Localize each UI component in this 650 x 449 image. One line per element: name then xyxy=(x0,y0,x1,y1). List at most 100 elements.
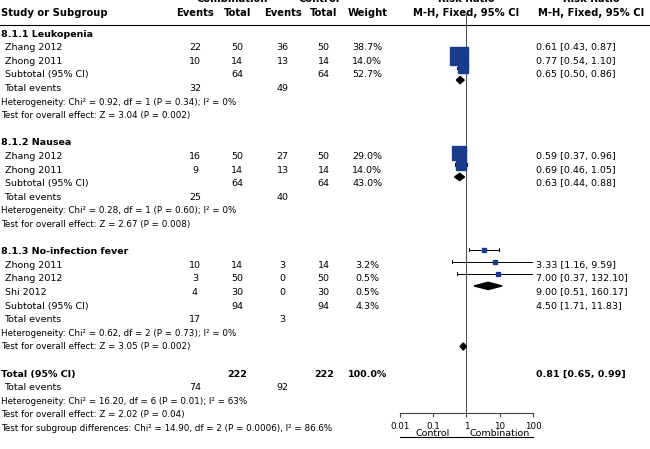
Text: Total: Total xyxy=(310,8,337,18)
Text: 74: 74 xyxy=(189,383,201,392)
Text: 3: 3 xyxy=(280,261,286,270)
Text: 14.0%: 14.0% xyxy=(352,57,382,66)
Text: 13: 13 xyxy=(277,166,289,175)
Text: 0.5%: 0.5% xyxy=(356,288,379,297)
Text: 9.00 [0.51, 160.17]: 9.00 [0.51, 160.17] xyxy=(536,288,628,297)
Text: 27: 27 xyxy=(277,152,289,161)
Text: 64: 64 xyxy=(231,70,243,79)
Text: 222: 222 xyxy=(227,370,247,379)
Text: 8.1.3 No-infection fever: 8.1.3 No-infection fever xyxy=(1,247,129,256)
Text: 30: 30 xyxy=(318,288,330,297)
Text: Heterogeneity: Chi² = 0.28, df = 1 (P = 0.60); I² = 0%: Heterogeneity: Chi² = 0.28, df = 1 (P = … xyxy=(1,207,237,216)
Text: 0.69 [0.46, 1.05]: 0.69 [0.46, 1.05] xyxy=(536,166,616,175)
Text: 0.65 [0.50, 0.86]: 0.65 [0.50, 0.86] xyxy=(536,70,616,79)
Text: Test for overall effect: Z = 3.05 (P = 0.002): Test for overall effect: Z = 3.05 (P = 0… xyxy=(1,343,191,352)
Text: M-H, Fixed, 95% CI: M-H, Fixed, 95% CI xyxy=(413,8,519,18)
Text: Test for subgroup differences: Chi² = 14.90, df = 2 (P = 0.0006), I² = 86.6%: Test for subgroup differences: Chi² = 14… xyxy=(1,424,332,433)
Text: Risk Ratio: Risk Ratio xyxy=(563,0,620,4)
Text: Test for overall effect: Z = 2.67 (P = 0.008): Test for overall effect: Z = 2.67 (P = 0… xyxy=(1,220,190,229)
Text: 100.0%: 100.0% xyxy=(348,370,387,379)
Text: 64: 64 xyxy=(318,179,330,188)
Text: Test for overall effect: Z = 2.02 (P = 0.04): Test for overall effect: Z = 2.02 (P = 0… xyxy=(1,410,185,419)
Text: Heterogeneity: Chi² = 0.62, df = 2 (P = 0.73); I² = 0%: Heterogeneity: Chi² = 0.62, df = 2 (P = … xyxy=(1,329,237,338)
Text: Total: Total xyxy=(224,8,251,18)
Text: Zhang 2012: Zhang 2012 xyxy=(5,43,62,52)
Text: Subtotal (95% CI): Subtotal (95% CI) xyxy=(5,302,88,311)
Text: 50: 50 xyxy=(231,152,243,161)
Text: 40: 40 xyxy=(277,193,289,202)
Text: 36: 36 xyxy=(277,43,289,52)
Text: 0.5%: 0.5% xyxy=(356,274,379,283)
Text: Zhong 2011: Zhong 2011 xyxy=(5,57,62,66)
Text: Total (95% CI): Total (95% CI) xyxy=(1,370,76,379)
Text: 14: 14 xyxy=(231,166,243,175)
Text: 49: 49 xyxy=(277,84,289,93)
Text: 29.0%: 29.0% xyxy=(352,152,382,161)
Text: 3: 3 xyxy=(192,274,198,283)
Text: 14: 14 xyxy=(231,57,243,66)
Text: Combination: Combination xyxy=(197,0,268,4)
Text: 10: 10 xyxy=(189,57,201,66)
Text: 94: 94 xyxy=(231,302,243,311)
Text: Study or Subgroup: Study or Subgroup xyxy=(1,8,108,18)
Text: Zhang 2012: Zhang 2012 xyxy=(5,274,62,283)
Text: 64: 64 xyxy=(231,179,243,188)
Text: 50: 50 xyxy=(231,43,243,52)
Text: 9: 9 xyxy=(192,166,198,175)
Text: 94: 94 xyxy=(318,302,330,311)
Text: 0.81 [0.65, 0.99]: 0.81 [0.65, 0.99] xyxy=(536,370,626,379)
Text: 64: 64 xyxy=(318,70,330,79)
Text: 0: 0 xyxy=(280,274,286,283)
Text: 14: 14 xyxy=(318,261,330,270)
Text: 14: 14 xyxy=(318,166,330,175)
Text: 4: 4 xyxy=(192,288,198,297)
Text: Risk Ratio: Risk Ratio xyxy=(438,0,495,4)
Text: 4.3%: 4.3% xyxy=(355,302,380,311)
Text: 10: 10 xyxy=(189,261,201,270)
Text: 222: 222 xyxy=(314,370,333,379)
Text: 32: 32 xyxy=(189,84,201,93)
Text: Subtotal (95% CI): Subtotal (95% CI) xyxy=(5,179,88,188)
Text: 0.63 [0.44, 0.88]: 0.63 [0.44, 0.88] xyxy=(536,179,616,188)
Text: Events: Events xyxy=(176,8,214,18)
Text: Combination: Combination xyxy=(469,429,530,438)
Text: Weight: Weight xyxy=(347,8,387,18)
Text: 16: 16 xyxy=(189,152,201,161)
Text: 0.77 [0.54, 1.10]: 0.77 [0.54, 1.10] xyxy=(536,57,616,66)
Polygon shape xyxy=(474,282,502,290)
Text: 92: 92 xyxy=(277,383,289,392)
Text: 50: 50 xyxy=(318,274,330,283)
Text: 52.7%: 52.7% xyxy=(352,70,382,79)
Text: Zhong 2011: Zhong 2011 xyxy=(5,261,62,270)
Text: 50: 50 xyxy=(231,274,243,283)
Polygon shape xyxy=(456,76,464,84)
Text: 14: 14 xyxy=(231,261,243,270)
Text: 38.7%: 38.7% xyxy=(352,43,382,52)
Text: 3.2%: 3.2% xyxy=(355,261,380,270)
Text: 43.0%: 43.0% xyxy=(352,179,382,188)
Text: 0: 0 xyxy=(280,288,286,297)
Text: 50: 50 xyxy=(318,152,330,161)
Text: 14.0%: 14.0% xyxy=(352,166,382,175)
Text: 25: 25 xyxy=(189,193,201,202)
Text: Total events: Total events xyxy=(5,383,62,392)
Text: 14: 14 xyxy=(318,57,330,66)
Text: 4.50 [1.71, 11.83]: 4.50 [1.71, 11.83] xyxy=(536,302,622,311)
Text: Control: Control xyxy=(299,0,340,4)
Text: 0.59 [0.37, 0.96]: 0.59 [0.37, 0.96] xyxy=(536,152,616,161)
Text: Subtotal (95% CI): Subtotal (95% CI) xyxy=(5,70,88,79)
Text: Events: Events xyxy=(264,8,302,18)
Text: Total events: Total events xyxy=(5,193,62,202)
Polygon shape xyxy=(460,343,466,350)
Text: 8.1.2 Nausea: 8.1.2 Nausea xyxy=(1,138,72,147)
Text: M-H, Fixed, 95% CI: M-H, Fixed, 95% CI xyxy=(538,8,645,18)
Text: Zhang 2012: Zhang 2012 xyxy=(5,152,62,161)
Text: Total events: Total events xyxy=(5,315,62,324)
Text: 50: 50 xyxy=(318,43,330,52)
Text: Heterogeneity: Chi² = 16.20, df = 6 (P = 0.01); I² = 63%: Heterogeneity: Chi² = 16.20, df = 6 (P =… xyxy=(1,397,248,406)
Text: Zhong 2011: Zhong 2011 xyxy=(5,166,62,175)
Text: 22: 22 xyxy=(189,43,201,52)
Text: 30: 30 xyxy=(231,288,243,297)
Text: 8.1.1 Leukopenia: 8.1.1 Leukopenia xyxy=(1,30,94,39)
Text: Heterogeneity: Chi² = 0.92, df = 1 (P = 0.34); I² = 0%: Heterogeneity: Chi² = 0.92, df = 1 (P = … xyxy=(1,97,237,106)
